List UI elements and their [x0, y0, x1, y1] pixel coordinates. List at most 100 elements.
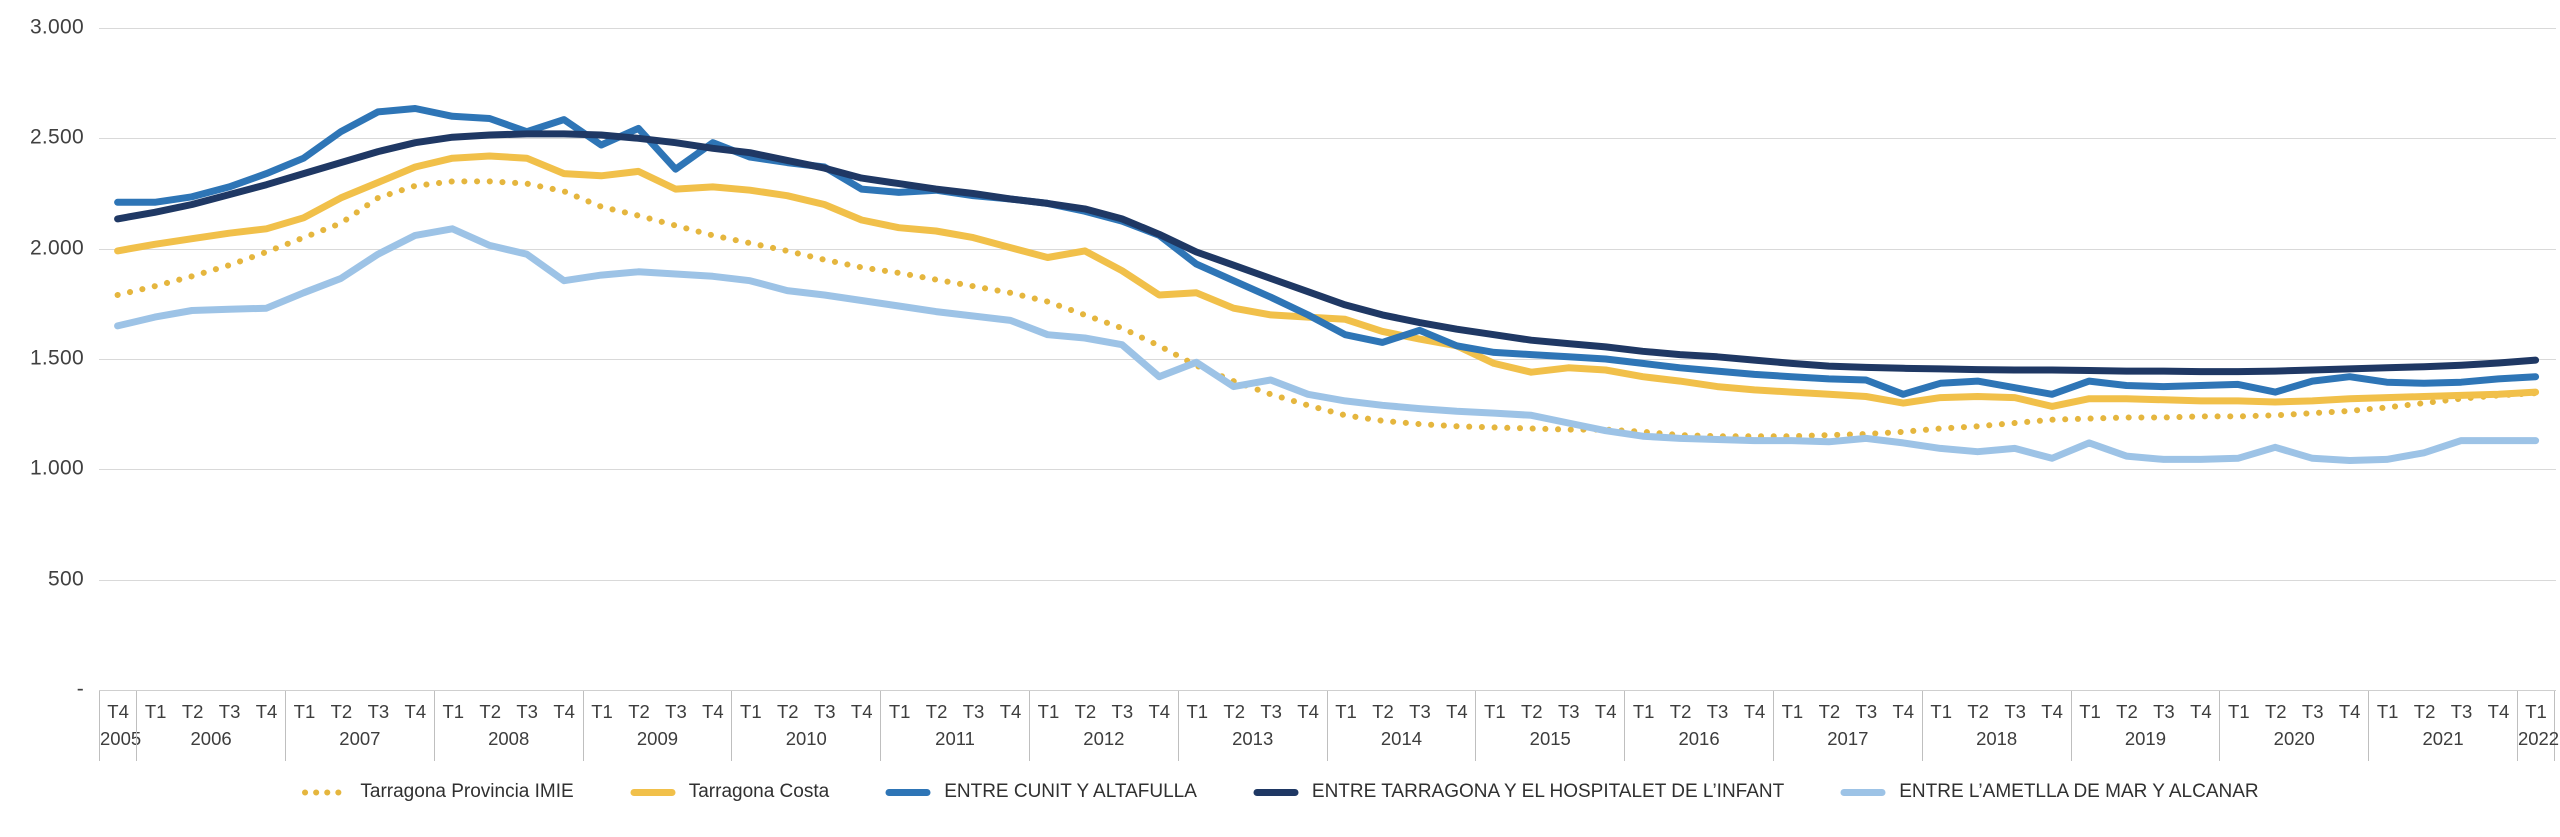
x-axis-quarter-label: T2 — [1967, 701, 1989, 722]
x-axis-quarter-label: T3 — [962, 701, 985, 722]
x-axis-quarter-label: T3 — [516, 701, 538, 722]
gridline — [99, 359, 2556, 360]
x-axis-quarter-label: T2 — [1074, 701, 1097, 722]
y-axis-tick-label: 2.000 — [29, 236, 84, 260]
x-axis-quarter-label: T4 — [1446, 701, 1468, 722]
x-axis-quarter-label: T2 — [628, 701, 650, 722]
series-line-3 — [114, 130, 2540, 376]
x-axis-year-group: T1 T2 T3 T4 2017 — [1772, 691, 1922, 761]
x-axis-quarter-label: T3 — [367, 701, 390, 722]
x-axis-year-label: 2019 — [2124, 728, 2167, 749]
x-axis-year-group: T1 T2 T3 T4 2012 — [1028, 691, 1178, 761]
x-axis-quarter-label: T2 — [2264, 701, 2287, 722]
x-axis-quarter-label: T4 — [1743, 701, 1766, 722]
x-axis-quarter-label: T1 — [591, 701, 613, 722]
series-line-2 — [114, 105, 2540, 398]
x-axis-quarter-label: T3 — [2301, 701, 2324, 722]
x-axis-quarter-label: T3 — [1557, 701, 1580, 722]
x-axis-year-label: 2016 — [1678, 728, 1720, 749]
x-axis-quarter-label: T1 — [1781, 701, 1804, 722]
gridline — [99, 469, 2556, 471]
x-axis-quarter-label: T1 — [888, 701, 911, 722]
x-axis-quarter-label: T1 — [1037, 701, 1060, 722]
x-axis-year-label: 2008 — [488, 728, 530, 749]
chart-legend: Tarragona Provincia IMIE Tarragona Costa… — [0, 781, 2560, 803]
x-axis-quarter-label: T3 — [1260, 701, 1282, 722]
x-axis-year-label: 2013 — [1232, 728, 1274, 749]
x-axis-quarter-label: T2 — [1520, 701, 1543, 722]
x-axis-quarter-label: T1 — [2525, 701, 2547, 722]
x-axis: T4 2005 T1 T2 T3 T4 2006 T1 T2 T3 T4 2007 T1 T2 T3 T4 20… — [99, 691, 2559, 761]
x-axis-quarter-label: T1 — [2079, 701, 2101, 722]
legend-label: Tarragona Provincia IMIE — [360, 781, 574, 802]
x-axis-quarter-label: T3 — [2004, 701, 2026, 722]
x-axis-year-group: T1 T2 T3 T4 2018 — [1921, 691, 2071, 761]
x-axis-year-group: T1 T2 T3 T4 2016 — [1624, 691, 1773, 761]
x-axis-quarter-label: T1 — [144, 701, 167, 722]
x-axis-quarter-label: T2 — [2413, 701, 2436, 722]
x-axis-quarter-label: T2 — [1372, 701, 1394, 722]
x-axis-year-group: T1 T2 T3 T4 2008 — [433, 691, 583, 761]
legend-item-costa: Tarragona Costa — [630, 781, 829, 803]
y-axis-tick-label: 500 — [48, 567, 84, 591]
x-axis-year-group: T1 T2 T3 T4 2010 — [731, 691, 880, 761]
legend-swatch-solid-line — [1253, 788, 1299, 796]
x-axis-quarter-label: T1 — [442, 701, 465, 722]
legend-item-tarragona-hospitalet: ENTRE TARRAGONA Y EL HOSPITALET DE L’INF… — [1253, 781, 1784, 803]
x-axis-quarter-label: T4 — [1594, 701, 1617, 722]
legend-item-provincia: Tarragona Provincia IMIE — [301, 781, 574, 803]
gridline — [99, 579, 2556, 581]
x-axis-year-group: T1 2022 — [2516, 691, 2559, 761]
x-axis-quarter-label: T4 — [2487, 701, 2510, 722]
x-axis-quarter-label: T1 — [2376, 701, 2399, 722]
x-axis-year-label: 2020 — [2273, 728, 2315, 749]
y-axis-tick-label: 3.000 — [29, 15, 84, 39]
legend-swatch-solid-line — [1840, 788, 1886, 796]
x-axis-quarter-label: T1 — [1632, 701, 1655, 722]
x-axis-quarter-label: T3 — [1706, 701, 1729, 722]
x-axis-year-label: 2021 — [2422, 728, 2464, 749]
y-axis-tick-label: 1.000 — [29, 456, 84, 480]
x-axis-quarter-label: T4 — [1148, 701, 1171, 722]
x-axis-quarter-label: T3 — [2153, 701, 2175, 722]
x-axis-year-group: T1 T2 T3 T4 2009 — [582, 691, 732, 761]
x-axis-quarter-label: T1 — [1930, 701, 1953, 722]
x-axis-quarter-label: T3 — [2450, 701, 2473, 722]
legend-label: ENTRE CUNIT Y ALTAFULLA — [944, 781, 1197, 802]
x-axis-quarter-label: T2 — [925, 701, 948, 722]
x-axis-quarter-label: T4 — [404, 701, 427, 722]
legend-swatch-solid-line — [630, 788, 676, 796]
x-axis-quarter-label: T3 — [813, 701, 836, 722]
x-axis-quarter-label: T3 — [218, 701, 241, 722]
x-axis-year-label: 2010 — [785, 728, 827, 749]
x-axis-quarter-label: T4 — [1892, 701, 1915, 722]
x-axis-year-label: 2005 — [100, 728, 142, 749]
legend-label: ENTRE TARRAGONA Y EL HOSPITALET DE L’INF… — [1311, 781, 1785, 802]
x-axis-year-group: T1 T2 T3 T4 2021 — [2368, 691, 2517, 761]
x-axis-year-label: 2011 — [935, 728, 975, 749]
x-axis-quarter-label: T4 — [2041, 701, 2063, 722]
x-axis-quarter-label: T4 — [999, 701, 1022, 722]
x-axis-year-label: 2015 — [1529, 728, 1571, 749]
x-axis-quarter-label: T2 — [2116, 701, 2138, 722]
gridline — [99, 28, 2556, 29]
x-axis-year-group: T1 T2 T3 T4 2011 — [880, 691, 1029, 761]
x-axis-year-group: T1 T2 T3 T4 2015 — [1475, 691, 1624, 761]
x-axis-quarter-label: T1 — [1484, 701, 1506, 722]
legend-swatch-solid-line — [885, 788, 931, 796]
x-axis-quarter-label: T1 — [293, 701, 316, 722]
series-line-4 — [114, 225, 2540, 464]
legend-swatch-dotted-line — [302, 789, 347, 795]
series-line-1 — [114, 152, 2540, 410]
plot-area — [114, 105, 2540, 464]
x-axis-year-group: T1 T2 T3 T4 2006 — [136, 691, 285, 761]
x-axis-quarter-label: T4 — [255, 701, 278, 722]
x-axis-quarter-label: T2 — [777, 701, 799, 722]
legend-item-ametlla-alcanar: ENTRE L’AMETLLA DE MAR Y ALCANAR — [1840, 781, 2259, 803]
y-axis-tick-label: 1.500 — [29, 346, 84, 370]
x-axis-quarter-label: T2 — [479, 701, 501, 722]
x-axis-quarter-label: T4 — [2338, 701, 2361, 722]
x-axis-year-label: 2007 — [339, 728, 381, 749]
x-axis-quarter-label: T3 — [1111, 701, 1134, 722]
